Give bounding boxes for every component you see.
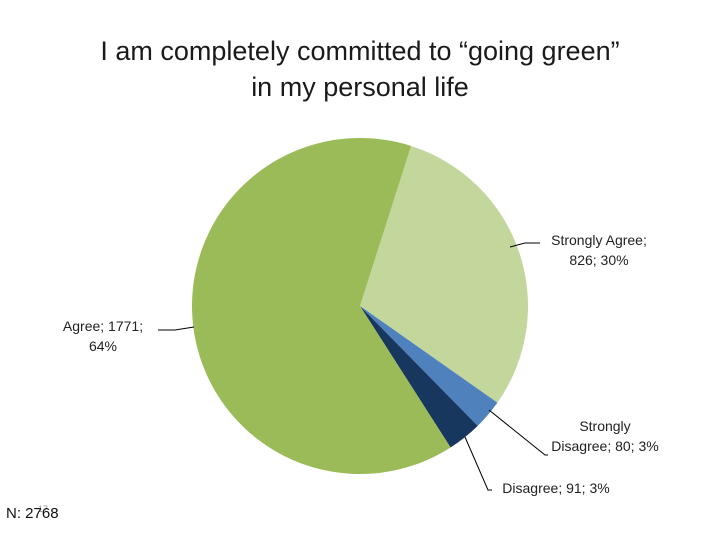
data-label-agree-line-2: 64% — [88, 338, 118, 354]
pie-slice-strongly-disagree — [360, 306, 498, 426]
chart-title-line-2: in my personal life — [251, 72, 469, 102]
pie-slice-strongly-agree — [360, 145, 529, 403]
pie-slice-agree — [192, 137, 451, 474]
chart-title-line-1: I am completely committed to “going gree… — [100, 36, 620, 66]
data-label-strongly-agree-line-1: Strongly Agree; — [551, 232, 647, 248]
leader-line-agree — [158, 326, 195, 331]
data-label-disagree: Disagree; 91; 3% — [490, 478, 622, 498]
data-label-strongly-agree: Strongly Agree; 826; 30% — [534, 230, 664, 270]
data-label-disagree-line-1: Disagree; 91; 3% — [502, 480, 610, 496]
data-label-strongly-disagree-line-1: Strongly — [579, 418, 631, 434]
leader-line-strongly-agree — [509, 242, 540, 248]
data-label-strongly-disagree-line-2: Disagree; 80; 3% — [551, 438, 659, 454]
leader-line-disagree — [464, 436, 492, 491]
pie-slice-disagree — [360, 306, 478, 448]
leader-line-strongly-disagree — [488, 409, 548, 456]
data-label-agree-line-1: Agree; 1771; — [62, 318, 144, 334]
data-label-agree: Agree; 1771; 64% — [48, 316, 158, 356]
leader-lines — [158, 242, 548, 491]
data-label-strongly-disagree: Strongly Disagree; 80; 3% — [540, 416, 670, 456]
sample-size-label: N: 2768 — [6, 505, 59, 522]
data-label-strongly-agree-line-2: 826; 30% — [569, 252, 629, 268]
pie-slices — [192, 137, 529, 474]
page-number: 17 — [38, 504, 49, 514]
